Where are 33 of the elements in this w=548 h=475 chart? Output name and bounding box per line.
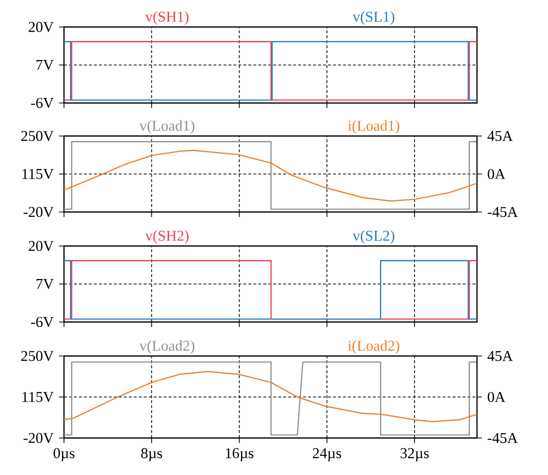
y2-tick-label: -45A — [488, 207, 518, 217]
y-tick-label: 250V — [21, 130, 54, 142]
y-tick-label: 7V — [36, 278, 54, 289]
y-tick-label: 115V — [22, 168, 54, 180]
y-tick-label: 250V — [21, 350, 54, 362]
series-label: v(Load1) — [139, 120, 194, 134]
y-tick-label: -20V — [24, 206, 54, 218]
line-series — [64, 150, 478, 202]
series-label: v(SL1) — [352, 11, 394, 25]
y-tick-label: -20V — [24, 432, 54, 444]
y-tick-label: 20V — [28, 240, 54, 252]
y2-tick-label: -45A — [488, 433, 518, 443]
y2-tick-label: 45A — [487, 351, 513, 362]
y-tick-label: -6V — [31, 316, 54, 328]
y-tick-label: 7V — [36, 60, 54, 70]
y2-tick-label: 45A — [487, 130, 513, 141]
x-tick-label: 24µs — [312, 448, 342, 462]
y-tick-label: -6V — [31, 98, 54, 108]
x-tick-label: 32µs — [400, 448, 429, 462]
line-series — [64, 370, 478, 422]
text: i(Load1) — [348, 120, 400, 134]
y2-tick-label: 0A — [488, 168, 506, 180]
text: i(Load2) — [348, 340, 400, 354]
series-label: v(SH1) — [145, 11, 189, 25]
y2-tick-label: 0A — [488, 392, 506, 402]
y-tick-label: 115V — [22, 392, 54, 402]
series-label: v(SH2) — [145, 230, 189, 244]
x-tick-label: 0µs — [54, 448, 74, 462]
x-tick-label: 16µs — [226, 448, 254, 462]
series-label: v(SL2) — [352, 230, 394, 244]
series-label: v(Load2) — [139, 340, 194, 354]
y-tick-label: 20V — [28, 22, 54, 32]
x-tick-label: 8µs — [141, 448, 162, 462]
